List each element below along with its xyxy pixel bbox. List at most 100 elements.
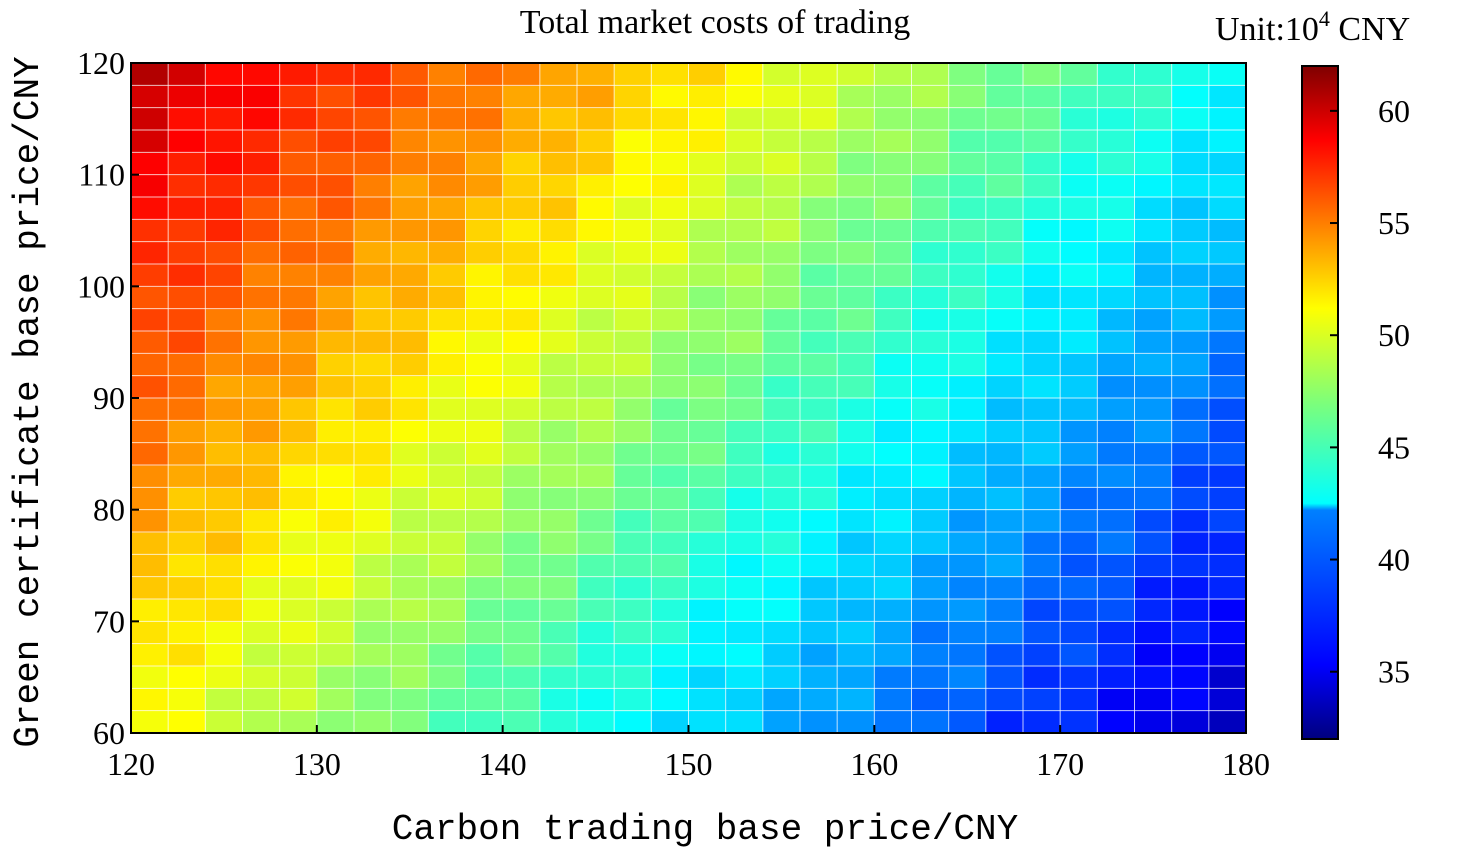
heatmap-cell — [428, 420, 467, 444]
heatmap-cell — [242, 286, 281, 310]
y-tick-label: 110 — [78, 157, 125, 193]
heatmap-cell — [577, 286, 615, 310]
heatmap-cell — [1134, 107, 1173, 131]
heatmap-cell — [205, 63, 244, 86]
heatmap-cell — [874, 465, 913, 488]
heatmap-cell — [1097, 599, 1136, 622]
y-tick-label: 60 — [93, 715, 125, 751]
heatmap-cell — [1208, 264, 1247, 287]
heatmap-cell — [688, 174, 727, 198]
heatmap-cell — [1060, 152, 1098, 176]
heatmap-cell — [1023, 688, 1061, 712]
heatmap-cell — [614, 710, 652, 734]
heatmap-cell — [1060, 241, 1098, 265]
heatmap-cell — [985, 353, 1024, 377]
heatmap-cell — [316, 509, 355, 533]
unit-exponent: 4 — [1319, 6, 1330, 31]
heatmap-cell — [985, 487, 1024, 511]
heatmap-cell — [1097, 643, 1136, 667]
heatmap-cell — [1023, 219, 1061, 243]
heatmap-cell — [1134, 398, 1173, 421]
heatmap-cell — [539, 174, 578, 198]
heatmap-cell — [1171, 643, 1210, 667]
heatmap-cell — [614, 286, 652, 310]
x-tick-label: 130 — [293, 746, 341, 782]
heatmap-cell — [874, 621, 913, 645]
heatmap-cell — [762, 398, 801, 421]
heatmap-cell — [911, 643, 950, 667]
heatmap-cell — [725, 420, 764, 444]
colorbar-ticks: 35 40 45 50 55 60 — [1330, 93, 1410, 690]
heatmap-cell — [428, 63, 467, 86]
heatmap-cell — [465, 353, 504, 377]
heatmap-cell — [428, 152, 467, 176]
heatmap-cell — [316, 174, 355, 198]
heatmap-cell — [205, 308, 244, 332]
heatmap-cell — [874, 442, 913, 466]
heatmap-cell — [539, 375, 578, 399]
heatmap-cell — [205, 643, 244, 667]
heatmap-cell — [1097, 420, 1136, 444]
heatmap-cell — [428, 576, 467, 600]
heatmap-cell — [1208, 398, 1247, 421]
heatmap-cell — [1134, 576, 1173, 600]
heatmap-cell — [391, 576, 429, 600]
heatmap-cell — [465, 241, 504, 265]
heatmap-cell — [316, 331, 355, 354]
heatmap-cell — [614, 174, 652, 198]
heatmap-cell — [242, 63, 281, 86]
heatmap-cell — [762, 197, 801, 220]
heatmap-cell — [131, 286, 169, 310]
heatmap-cell — [391, 264, 429, 287]
heatmap-cell — [911, 576, 950, 600]
heatmap-cell — [242, 398, 281, 421]
heatmap-cell — [131, 465, 169, 488]
heatmap-cell — [539, 442, 578, 466]
heatmap-cell — [1060, 465, 1098, 488]
heatmap-cell — [725, 353, 764, 377]
heatmap-cell — [651, 621, 690, 645]
x-tick-label: 170 — [1036, 746, 1084, 782]
heatmap-cell — [279, 152, 318, 176]
heatmap-cell — [911, 241, 950, 265]
heatmap-cell — [1060, 197, 1098, 220]
heatmap-cell — [1060, 174, 1098, 198]
heatmap-cell — [874, 286, 913, 310]
heatmap-cell — [1171, 487, 1210, 511]
heatmap-cell — [428, 666, 467, 689]
heatmap-cell — [1171, 152, 1210, 176]
heatmap-cell — [205, 532, 244, 555]
heatmap-cell — [316, 710, 355, 734]
heatmap-cell — [985, 152, 1024, 176]
heatmap-cell — [837, 487, 875, 511]
heatmap-cell — [651, 63, 690, 86]
heatmap-cell — [688, 353, 727, 377]
heatmap-cell — [1060, 487, 1098, 511]
heatmap-cell — [465, 375, 504, 399]
heatmap-cell — [1023, 509, 1061, 533]
heatmap-cell — [837, 264, 875, 287]
heatmap-cell — [465, 710, 504, 734]
heatmap-cell — [1134, 666, 1173, 689]
heatmap-cell — [316, 487, 355, 511]
heatmap-cell — [1060, 375, 1098, 399]
colorbar — [1301, 65, 1339, 740]
unit-label: Unit:104 CNY — [1215, 6, 1410, 48]
heatmap-cell — [316, 420, 355, 444]
heatmap-cell — [800, 621, 838, 645]
heatmap-cell — [539, 63, 578, 86]
heatmap-cell — [168, 643, 206, 667]
heatmap-cell — [800, 63, 838, 86]
heatmap-cell — [502, 442, 541, 466]
heatmap-cell — [502, 643, 541, 667]
heatmap-cell — [911, 666, 950, 689]
heatmap-cell — [837, 219, 875, 243]
heatmap-cell — [1023, 331, 1061, 354]
colorbar-tick-label: 55 — [1378, 205, 1410, 241]
heatmap-cell — [465, 107, 504, 131]
heatmap-cell — [651, 398, 690, 421]
heatmap-cell — [131, 63, 169, 86]
heatmap-cell — [762, 286, 801, 310]
heatmap-cell — [539, 554, 578, 578]
y-tick-label: 120 — [77, 45, 125, 81]
